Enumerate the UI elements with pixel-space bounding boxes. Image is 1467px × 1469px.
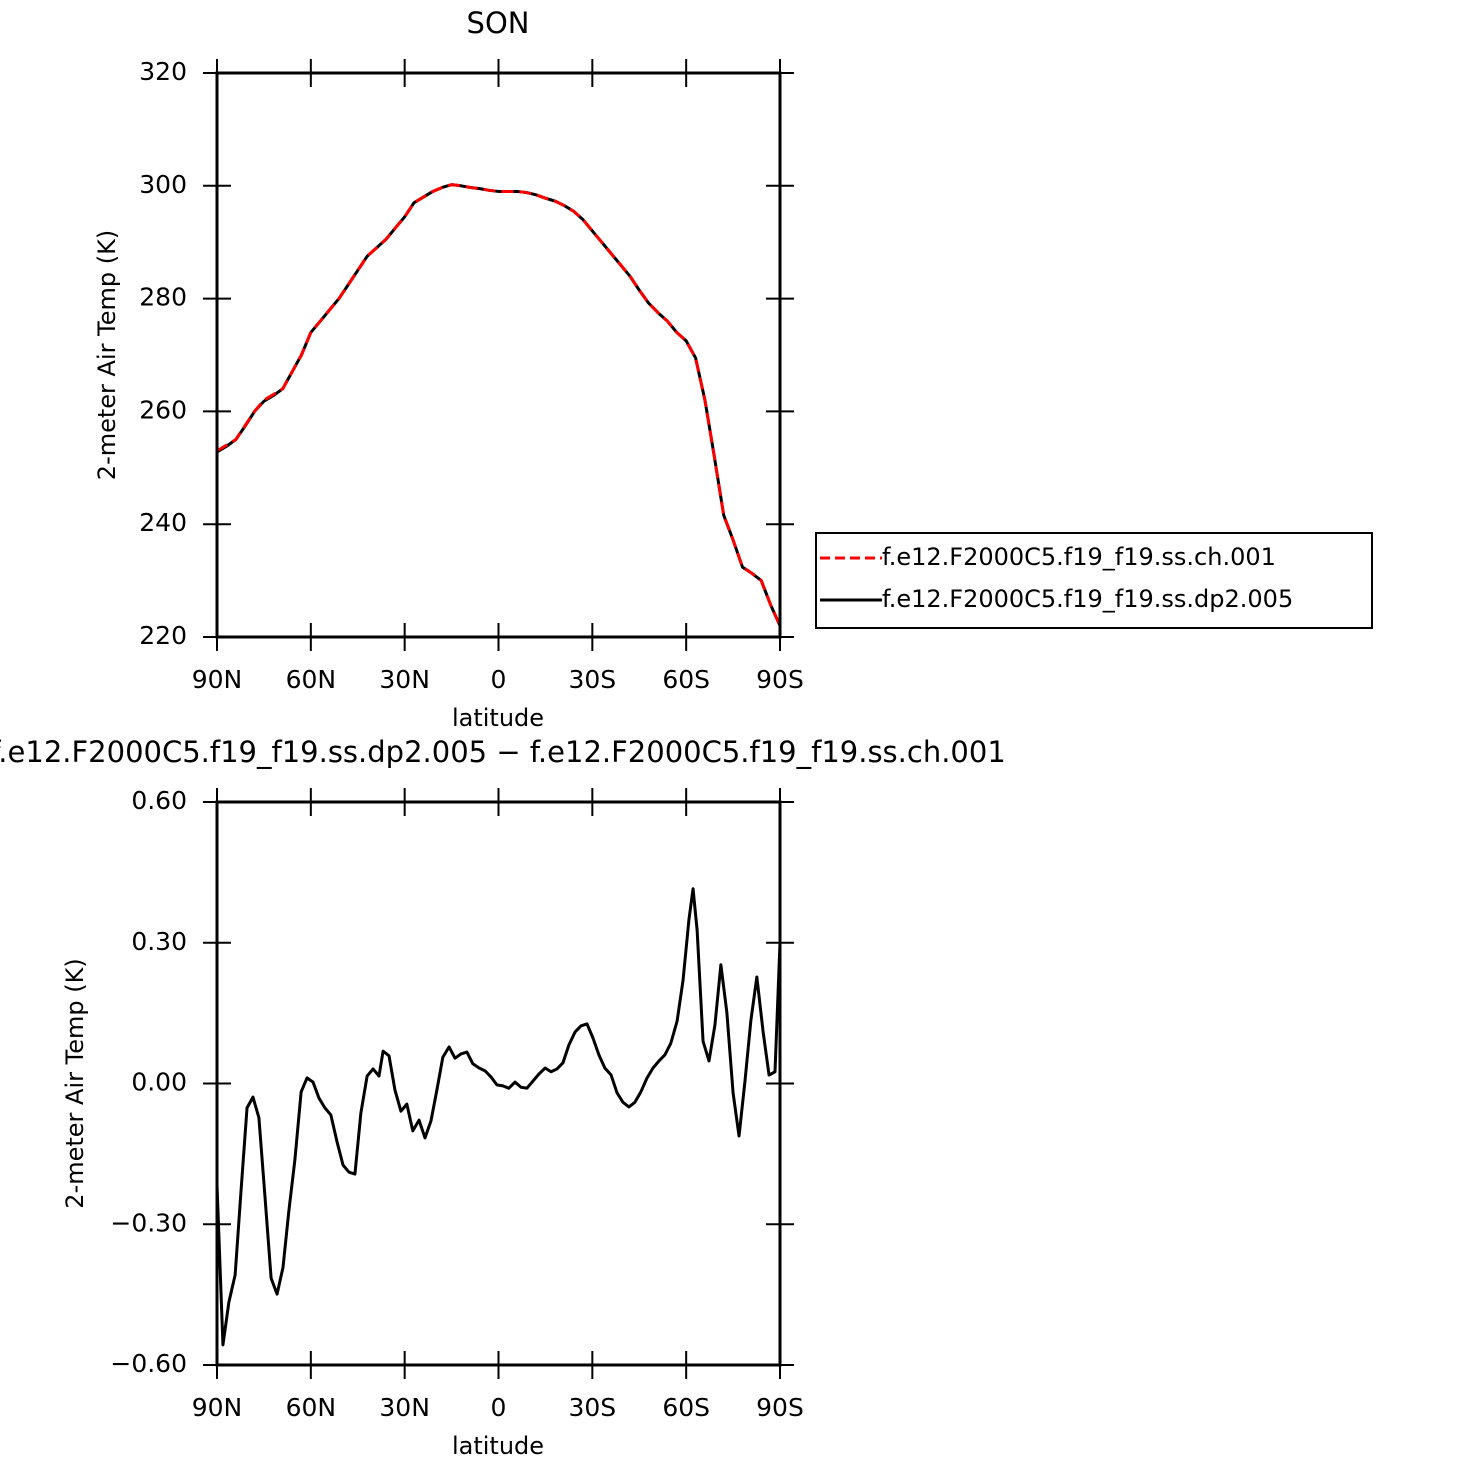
y-tick-label: 320 bbox=[139, 57, 187, 86]
y-tick-label: −0.60 bbox=[110, 1349, 187, 1378]
y-tick-label: 0.30 bbox=[131, 927, 187, 956]
y-axis-label: 2-meter Air Temp (K) bbox=[61, 958, 89, 1208]
x-tick-label: 30S bbox=[568, 1393, 616, 1422]
x-tick-label: 60S bbox=[662, 665, 710, 694]
plot-frame bbox=[215, 71, 782, 639]
y-tick-label: −0.30 bbox=[110, 1208, 187, 1237]
x-tick-label: 90N bbox=[192, 1393, 243, 1422]
x-tick-label: 0 bbox=[491, 665, 507, 694]
y-axis-label: 2-meter Air Temp (K) bbox=[93, 230, 121, 480]
x-tick-label: 90N bbox=[192, 665, 243, 694]
data-line bbox=[215, 887, 782, 1347]
y-tick-label: 0.60 bbox=[131, 786, 187, 815]
chart-title: SON bbox=[467, 6, 530, 40]
x-tick-label: 0 bbox=[491, 1393, 507, 1422]
x-tick-label: 30N bbox=[379, 1393, 430, 1422]
chart-title: f.e12.F2000C5.f19_f19.ss.dp2.005 − f.e12… bbox=[0, 735, 1006, 769]
x-axis-label: latitude bbox=[452, 704, 544, 732]
x-axis-label: latitude bbox=[452, 1432, 544, 1460]
legend-box bbox=[815, 532, 1373, 629]
x-tick-label: 60N bbox=[286, 665, 337, 694]
y-tick-label: 260 bbox=[139, 395, 187, 424]
x-tick-label: 90S bbox=[756, 665, 804, 694]
y-tick-label: 280 bbox=[139, 283, 187, 312]
plot-frame bbox=[215, 800, 782, 1367]
x-tick-label: 30S bbox=[568, 665, 616, 694]
legend-label: f.e12.F2000C5.f19_f19.ss.ch.001 bbox=[882, 543, 1276, 571]
x-tick-label: 90S bbox=[756, 1393, 804, 1422]
data-line bbox=[216, 183, 782, 627]
y-tick-label: 220 bbox=[139, 621, 187, 650]
data-line bbox=[216, 183, 782, 627]
x-tick-label: 60N bbox=[286, 1393, 337, 1422]
y-tick-label: 300 bbox=[139, 170, 187, 199]
y-tick-label: 0.00 bbox=[131, 1068, 187, 1097]
y-tick-label: 240 bbox=[139, 508, 187, 537]
x-tick-label: 60S bbox=[662, 1393, 710, 1422]
x-tick-label: 30N bbox=[379, 665, 430, 694]
legend-label: f.e12.F2000C5.f19_f19.ss.dp2.005 bbox=[882, 585, 1293, 613]
